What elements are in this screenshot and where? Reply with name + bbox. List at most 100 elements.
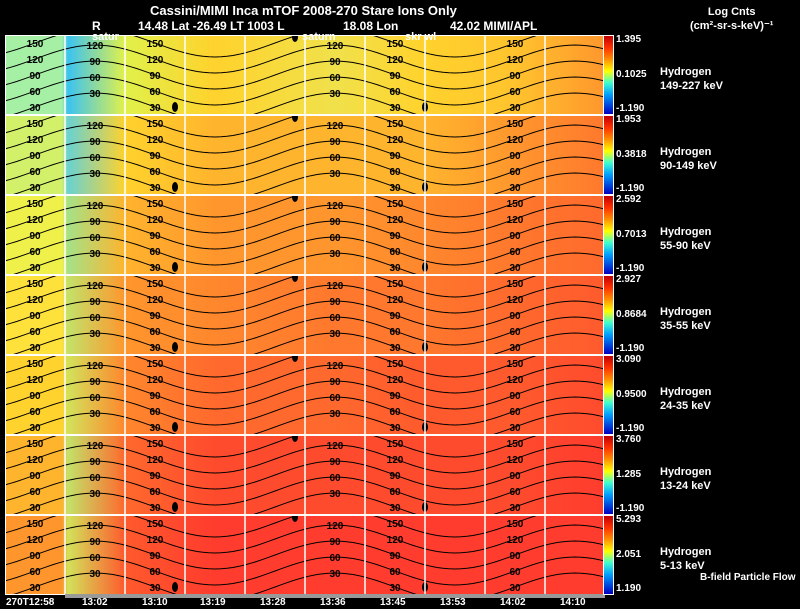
contour-layer: 150 150 150 150 120 120 120 120 120 120 90 90 90 90 90… <box>5 35 605 115</box>
contour-label: 30 <box>29 583 41 594</box>
colorbar-cmid-label: 0.3818 <box>616 149 647 160</box>
contour-label: 120 <box>387 215 404 226</box>
contour-label: 150 <box>507 279 524 290</box>
contour-label: 120 <box>507 135 524 146</box>
contour-label: 60 <box>389 327 401 338</box>
contour-label: 120 <box>327 281 344 292</box>
contour-label: 60 <box>509 87 521 98</box>
panel-label: Hydrogen 149-227 keV <box>660 65 723 93</box>
contour-label: 30 <box>29 343 41 354</box>
species-label: Hydrogen <box>660 146 712 158</box>
planet-marker <box>292 195 298 202</box>
contour-label: 30 <box>329 569 341 580</box>
contour-label: 150 <box>147 439 164 450</box>
x-tick-label: 13:45 <box>380 597 406 608</box>
contour-label: 90 <box>329 137 341 148</box>
contour-label: 30 <box>89 249 101 260</box>
panel-label: Hydrogen 90-149 keV <box>660 145 717 173</box>
colorbar <box>603 435 614 515</box>
energy-label: 35-55 keV <box>660 320 711 332</box>
plot-area: 150 150 150 150 120 120 120 120 120 120 90 90 90 90 90… <box>5 35 605 595</box>
contour-label: 120 <box>87 521 104 532</box>
contour-label: 90 <box>509 471 521 482</box>
panel-row: 150 150 150 150 120 120 120 120 120 120 90 90 90 90 90… <box>5 35 605 115</box>
x-tick-label: 13:10 <box>142 597 168 608</box>
panel-row: 150 150 150 150 120 120 120 120 120 120 90 90 90 90 90… <box>5 355 605 435</box>
x-tick-label: 270T12:58 <box>6 597 55 608</box>
colorbar <box>603 195 614 275</box>
contour-label: 30 <box>329 249 341 260</box>
contour-label: 150 <box>387 439 404 450</box>
contour-label: 90 <box>89 377 101 388</box>
contour-line <box>5 435 541 458</box>
contour-label: 30 <box>149 583 161 594</box>
panel-row: 150 150 150 150 120 120 120 120 120 120 90 90 90 90 90… <box>5 275 605 355</box>
contour-label: 60 <box>509 567 521 578</box>
footer-label: B-field Particle Flow <box>700 572 796 583</box>
contour-label: 150 <box>387 119 404 130</box>
contour-label: 30 <box>149 503 161 514</box>
contour-label: 120 <box>327 121 344 132</box>
contour-label: 120 <box>387 55 404 66</box>
contour-label: 120 <box>147 135 164 146</box>
planet-marker <box>292 435 298 442</box>
contour-label: 30 <box>89 569 101 580</box>
contour-label: 90 <box>329 57 341 68</box>
contour-label: 120 <box>147 215 164 226</box>
contour-label: 150 <box>507 359 524 370</box>
contour-label: 60 <box>29 407 41 418</box>
contour-label: 150 <box>147 359 164 370</box>
colorbar <box>603 115 614 195</box>
contour-label: 60 <box>29 327 41 338</box>
contour-label: 60 <box>149 407 161 418</box>
contour-label: 90 <box>149 471 161 482</box>
contour-label: 90 <box>329 377 341 388</box>
contour-label: 30 <box>329 169 341 180</box>
colorbar-cmax-label: 3.090 <box>616 354 642 365</box>
species-label: Hydrogen <box>660 386 712 398</box>
contour-label: 150 <box>27 279 44 290</box>
contour-label: 120 <box>507 455 524 466</box>
contour-label: 60 <box>89 73 101 84</box>
contour-label: 60 <box>29 567 41 578</box>
contour-label: 30 <box>149 263 161 274</box>
colorbar-units: (cm²-sr-s-keV)⁻¹ <box>690 20 774 32</box>
contour-label: 30 <box>509 103 521 114</box>
contour-label: 60 <box>389 87 401 98</box>
contour-label: 120 <box>327 201 344 212</box>
panel-label: Hydrogen 55-90 keV <box>660 225 711 253</box>
species-label: Hydrogen <box>660 226 712 238</box>
colorbar-cmax-label: 2.927 <box>616 274 642 285</box>
contour-label: 60 <box>509 247 521 258</box>
panel-row: 150 150 150 150 120 120 120 120 120 120 90 90 90 90 90… <box>5 115 605 195</box>
contour-label: 90 <box>509 71 521 82</box>
panel-label: Hydrogen 24-35 keV <box>660 385 711 413</box>
colorbar <box>603 275 614 355</box>
x-tick-label: 13:28 <box>260 597 286 608</box>
x-tick-label: 13:19 <box>200 597 226 608</box>
contour-label: 90 <box>89 217 101 228</box>
contour-label: 30 <box>149 423 161 434</box>
subtitle-lon: 18.08 Lon <box>343 19 399 33</box>
planet-marker <box>172 102 178 112</box>
contour-label: 150 <box>147 519 164 530</box>
contour-label: 60 <box>89 233 101 244</box>
contour-label: 60 <box>29 487 41 498</box>
contour-label: 30 <box>149 183 161 194</box>
colorbar-cmin-label: -1.190 <box>616 423 645 434</box>
colorbar <box>603 515 614 595</box>
contour-label: 60 <box>389 407 401 418</box>
contour-label: 30 <box>89 409 101 420</box>
x-tick-label: 14:02 <box>500 597 526 608</box>
contour-label: 30 <box>329 89 341 100</box>
planet-marker <box>172 502 178 512</box>
contour-label: 90 <box>149 71 161 82</box>
contour-label: 30 <box>389 103 401 114</box>
contour-label: 150 <box>27 199 44 210</box>
planet-marker <box>292 355 298 362</box>
contour-label: 150 <box>507 439 524 450</box>
contour-label: 30 <box>509 343 521 354</box>
colorbar-cmax-label: 1.953 <box>616 114 642 125</box>
planet-marker <box>292 115 298 122</box>
contour-line <box>5 515 541 538</box>
